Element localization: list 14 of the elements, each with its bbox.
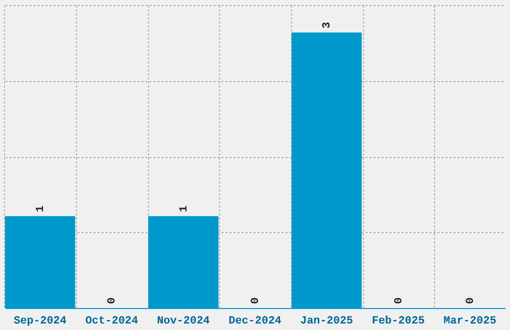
data-label: 0 (393, 297, 406, 304)
x-tick-label: Feb-2025 (372, 316, 426, 328)
x-tick-label: Nov-2024 (156, 316, 210, 328)
x-tick-label: Jan-2025 (300, 316, 354, 328)
data-label: 1 (178, 205, 190, 212)
data-label: 1 (35, 205, 48, 212)
x-tick-label: Sep-2024 (14, 316, 67, 328)
data-label: 0 (106, 297, 119, 304)
x-tick-label: Mar-2025 (443, 316, 497, 328)
x-tick-label: Dec-2024 (228, 316, 282, 328)
data-label: 0 (250, 297, 262, 304)
data-label: 3 (322, 22, 334, 29)
data-label: 0 (464, 297, 477, 304)
x-tick-label: Oct-2024 (85, 316, 139, 328)
